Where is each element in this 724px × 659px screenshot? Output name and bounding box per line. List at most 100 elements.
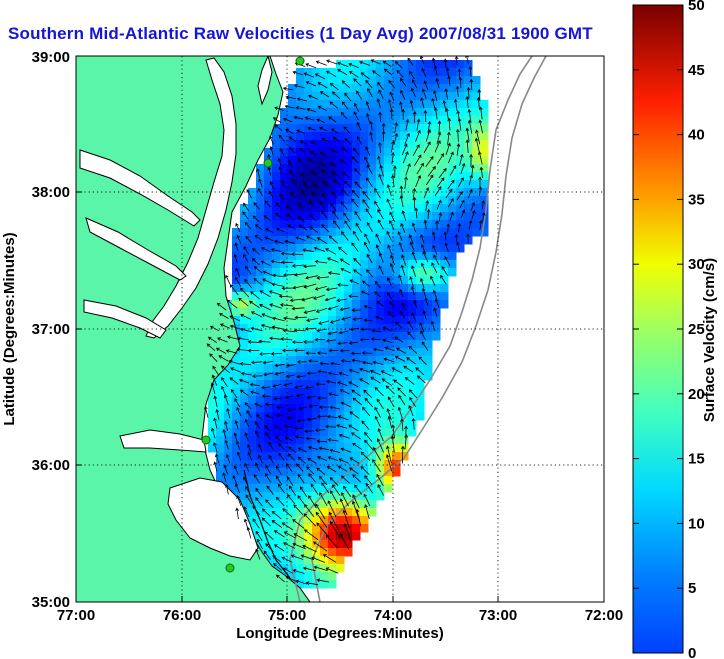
velocity-cell <box>392 348 401 357</box>
velocity-arrow <box>415 174 422 188</box>
radar-station[interactable] <box>263 158 273 168</box>
velocity-cell <box>320 404 329 413</box>
velocity-cell <box>296 268 305 277</box>
velocity-arrow <box>249 382 260 387</box>
velocity-cell <box>216 428 225 437</box>
velocity-cell <box>336 324 345 333</box>
velocity-cell <box>472 172 481 181</box>
velocity-arrow <box>279 303 294 307</box>
velocity-cell <box>360 300 369 309</box>
velocity-arrow <box>296 129 305 134</box>
velocity-cell <box>352 476 361 485</box>
velocity-arrow <box>381 130 386 142</box>
velocity-arrow <box>253 202 260 210</box>
velocity-cell <box>376 132 385 141</box>
chesapeake-bay <box>145 57 237 339</box>
velocity-cell <box>232 388 241 397</box>
velocity-cell <box>368 420 377 429</box>
velocity-cell <box>288 140 297 149</box>
velocity-cell <box>368 508 377 517</box>
velocity-arrow <box>378 141 382 153</box>
velocity-cell <box>336 316 345 325</box>
velocity-cell <box>408 180 417 189</box>
velocity-cell <box>336 500 345 509</box>
velocity-arrow <box>282 86 294 91</box>
velocity-cell <box>456 236 465 245</box>
velocity-arrow <box>404 176 408 190</box>
velocity-cell <box>304 420 313 429</box>
velocity-arrow <box>391 174 395 188</box>
velocity-cell <box>376 316 385 325</box>
velocity-cell <box>368 220 377 229</box>
colorbar-tick-label: 45 <box>688 62 705 79</box>
velocity-arrow <box>365 79 373 89</box>
velocity-cell <box>288 92 297 101</box>
velocity-arrow <box>386 277 392 286</box>
velocity-cell <box>280 348 289 357</box>
velocity-cell <box>272 524 281 533</box>
velocity-arrow <box>348 62 360 69</box>
velocity-arrow <box>284 239 295 244</box>
radar-station[interactable] <box>295 56 305 66</box>
velocity-cell <box>328 404 337 413</box>
velocity-cell <box>288 428 297 437</box>
velocity-arrow <box>275 413 285 418</box>
velocity-cell <box>440 268 449 277</box>
axis-ticks <box>76 191 499 602</box>
velocity-arrow <box>304 503 315 518</box>
velocity-cell <box>336 356 345 365</box>
velocity-arrow <box>457 68 462 80</box>
velocity-cell <box>320 212 329 221</box>
velocity-cell <box>424 284 433 293</box>
velocity-cell <box>272 292 281 301</box>
velocity-cell <box>376 364 385 373</box>
velocity-cell <box>304 172 313 181</box>
velocity-cell <box>392 468 401 477</box>
velocity-cell <box>224 412 233 421</box>
velocity-cell <box>248 292 257 301</box>
velocity-cell <box>272 492 281 501</box>
velocity-arrow <box>265 472 271 483</box>
velocity-arrow <box>282 567 294 574</box>
velocity-arrow <box>273 530 285 538</box>
velocity-arrow <box>253 474 260 484</box>
velocity-arrow <box>219 313 229 319</box>
velocity-cell <box>400 364 409 373</box>
velocity-cell <box>440 92 449 101</box>
velocity-arrow <box>295 105 306 110</box>
velocity-cell <box>448 60 457 69</box>
velocity-arrow <box>455 85 460 98</box>
velocity-cell <box>288 388 297 397</box>
velocity-cell <box>360 220 369 229</box>
velocity-cell <box>312 412 321 421</box>
velocity-cell <box>216 380 225 389</box>
velocity-arrow <box>367 88 373 98</box>
velocity-arrow <box>458 76 463 88</box>
velocity-cell <box>304 212 313 221</box>
radar-station[interactable] <box>225 563 235 573</box>
velocity-cell <box>392 444 401 453</box>
velocity-arrow <box>316 328 327 333</box>
velocity-cell <box>472 188 481 197</box>
velocity-arrow <box>264 425 271 432</box>
velocity-arrow <box>252 505 261 516</box>
velocity-cell <box>408 236 417 245</box>
velocity-cell <box>416 308 425 317</box>
radar-station[interactable] <box>201 435 211 445</box>
velocity-cell <box>376 180 385 189</box>
velocity-arrow <box>408 234 414 244</box>
velocity-cell <box>360 500 369 509</box>
velocity-cell <box>336 428 345 437</box>
velocity-cell <box>264 252 273 261</box>
velocity-cell <box>360 116 369 125</box>
velocity-cell <box>352 324 361 333</box>
velocity-cell <box>376 420 385 429</box>
velocity-arrow <box>393 132 399 145</box>
velocity-arrow <box>425 155 434 168</box>
velocity-cell <box>344 476 353 485</box>
velocity-cell <box>280 212 289 221</box>
velocity-arrow <box>364 475 373 486</box>
velocity-cell <box>464 204 473 213</box>
velocity-cell <box>352 108 361 117</box>
velocity-arrow <box>265 414 274 419</box>
